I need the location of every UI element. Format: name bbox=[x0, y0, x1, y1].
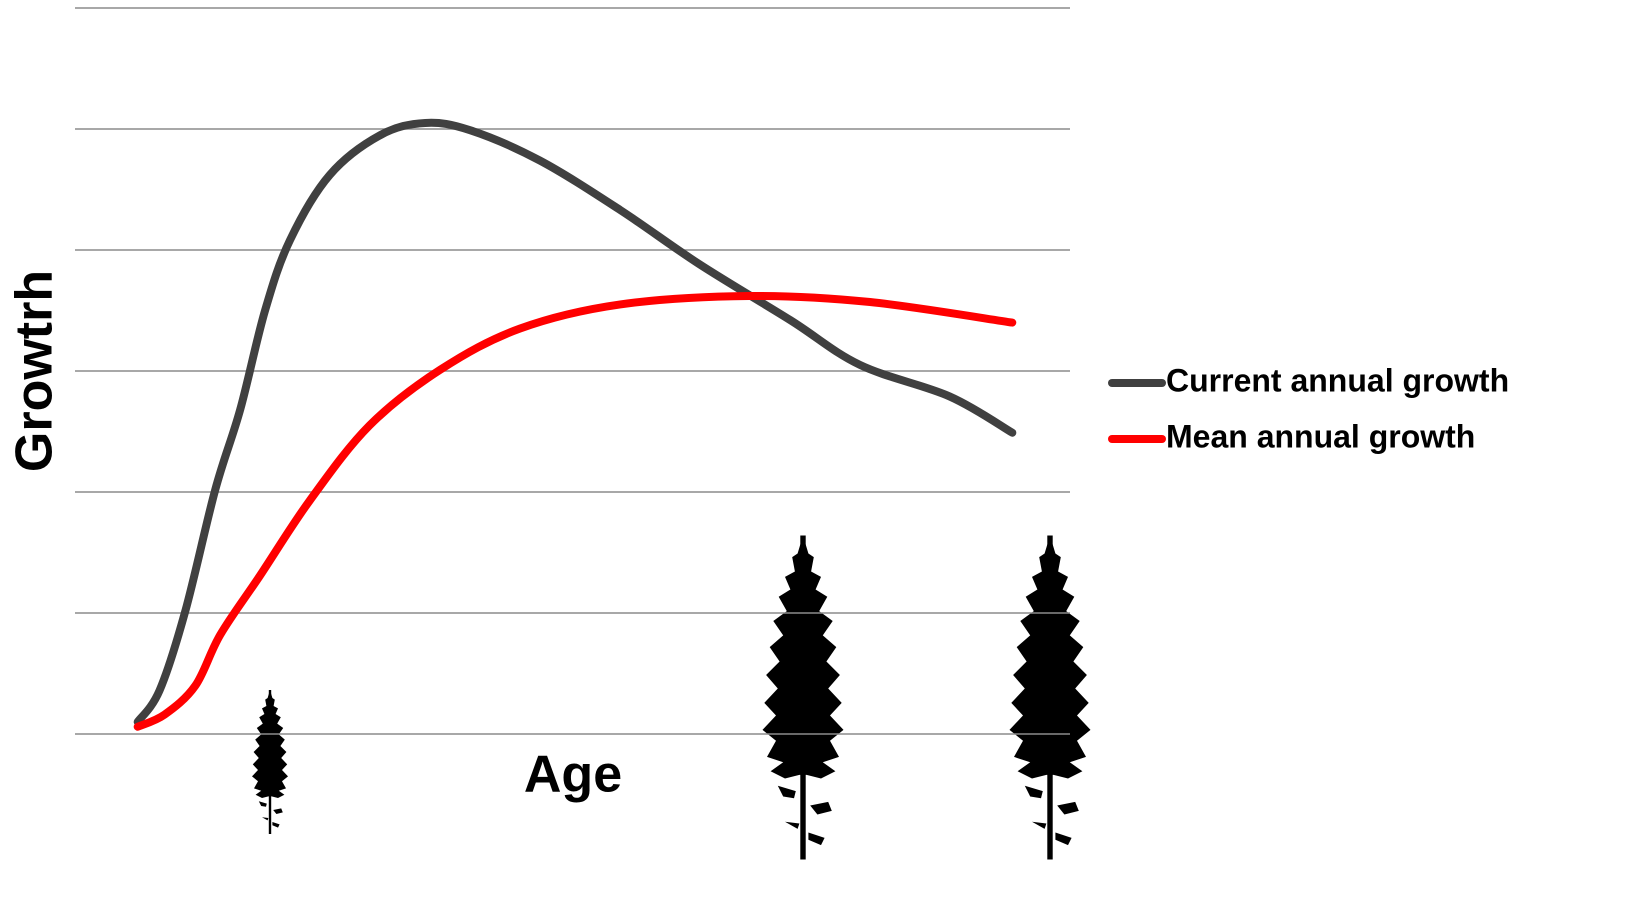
legend-label: Mean annual growth bbox=[1166, 418, 1475, 454]
y-axis-label: Growtrh bbox=[6, 270, 64, 472]
data-line bbox=[138, 296, 1013, 727]
tree-icon bbox=[252, 690, 288, 834]
tree-icon bbox=[763, 536, 844, 860]
tree-decorations bbox=[252, 536, 1091, 860]
x-axis-label: Age bbox=[524, 746, 622, 804]
tree-icon bbox=[1010, 536, 1091, 860]
chart: Age Growtrh Current annual growth Mean an… bbox=[0, 0, 1626, 908]
legend-label: Current annual growth bbox=[1166, 362, 1509, 398]
data-line bbox=[138, 123, 1013, 722]
